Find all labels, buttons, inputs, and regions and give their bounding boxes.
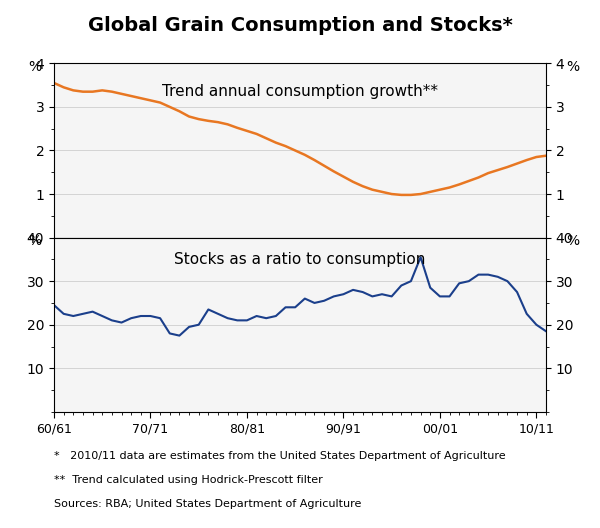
Text: Trend annual consumption growth**: Trend annual consumption growth** bbox=[162, 84, 438, 99]
Y-axis label: %: % bbox=[566, 60, 580, 74]
Text: Stocks as a ratio to consumption: Stocks as a ratio to consumption bbox=[175, 251, 425, 267]
Text: Sources: RBA; United States Department of Agriculture: Sources: RBA; United States Department o… bbox=[54, 499, 361, 509]
Y-axis label: %: % bbox=[28, 60, 41, 74]
Y-axis label: %: % bbox=[28, 234, 41, 248]
Y-axis label: %: % bbox=[566, 234, 580, 248]
Text: Global Grain Consumption and Stocks*: Global Grain Consumption and Stocks* bbox=[88, 16, 512, 35]
Text: *   2010/11 data are estimates from the United States Department of Agriculture: * 2010/11 data are estimates from the Un… bbox=[54, 451, 506, 461]
Text: **  Trend calculated using Hodrick-Prescott filter: ** Trend calculated using Hodrick-Presco… bbox=[54, 475, 323, 485]
